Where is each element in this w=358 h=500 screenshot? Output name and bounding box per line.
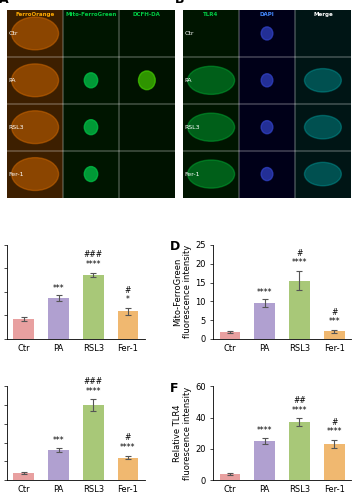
Bar <box>63 150 119 198</box>
Ellipse shape <box>11 64 59 96</box>
Ellipse shape <box>11 111 59 144</box>
Bar <box>48 298 69 339</box>
Circle shape <box>261 27 273 40</box>
Text: ****: **** <box>257 426 272 435</box>
Text: ##: ## <box>293 396 306 405</box>
Text: PA: PA <box>9 78 16 83</box>
Bar <box>7 57 63 104</box>
Text: *: * <box>126 295 130 304</box>
Bar <box>183 150 239 198</box>
Y-axis label: Relative TLR4
fluorescence intensity: Relative TLR4 fluorescence intensity <box>173 386 192 480</box>
Text: RSL3: RSL3 <box>9 124 24 130</box>
Bar <box>324 331 345 339</box>
Bar <box>63 104 119 150</box>
Text: #: # <box>125 286 131 294</box>
Bar <box>48 450 69 480</box>
Circle shape <box>261 168 273 180</box>
Ellipse shape <box>188 66 234 94</box>
Ellipse shape <box>11 17 59 50</box>
Text: A: A <box>0 0 8 6</box>
Bar <box>63 57 119 104</box>
Text: #: # <box>296 249 303 258</box>
Text: Fer-1: Fer-1 <box>9 172 24 176</box>
Text: ###: ### <box>84 250 103 260</box>
Y-axis label: Mito-FerroGreen
fluorescence intensity: Mito-FerroGreen fluorescence intensity <box>173 245 193 338</box>
Text: RSL3: RSL3 <box>185 124 200 130</box>
Circle shape <box>84 166 98 182</box>
Bar <box>295 104 351 150</box>
Text: Merge: Merge <box>313 12 333 17</box>
Text: ****: **** <box>292 258 307 268</box>
Text: DAPI: DAPI <box>260 12 274 17</box>
Text: ****: **** <box>326 428 342 436</box>
Text: ***: *** <box>53 436 64 446</box>
Text: ***: *** <box>328 317 340 326</box>
Bar <box>119 150 175 198</box>
Bar <box>119 10 175 57</box>
Text: D: D <box>169 240 180 254</box>
Bar <box>254 441 275 480</box>
Text: ###: ### <box>84 377 103 386</box>
Text: Ctr: Ctr <box>185 31 194 36</box>
Circle shape <box>261 120 273 134</box>
Bar <box>83 405 104 480</box>
Bar <box>7 10 63 57</box>
Text: ****: **** <box>86 386 101 396</box>
Circle shape <box>139 71 155 90</box>
Text: Fer-1: Fer-1 <box>185 172 200 176</box>
Ellipse shape <box>304 116 341 139</box>
Bar <box>63 10 119 57</box>
Bar <box>239 57 295 104</box>
Text: FerroOrange: FerroOrange <box>15 12 55 17</box>
Text: Mito-FerroGreen: Mito-FerroGreen <box>66 12 117 17</box>
Ellipse shape <box>188 160 234 188</box>
Bar <box>119 104 175 150</box>
Text: ***: *** <box>53 284 64 292</box>
Ellipse shape <box>188 113 234 141</box>
Bar <box>7 150 63 198</box>
Circle shape <box>261 74 273 87</box>
Bar <box>295 150 351 198</box>
Text: #: # <box>331 308 337 316</box>
Bar <box>239 104 295 150</box>
Text: #: # <box>331 418 337 427</box>
Text: #: # <box>125 434 131 442</box>
Bar <box>117 311 139 339</box>
Text: Ctr: Ctr <box>9 31 18 36</box>
Text: ****: **** <box>257 288 272 296</box>
Circle shape <box>84 120 98 134</box>
Bar <box>13 473 34 480</box>
Text: ****: **** <box>86 260 101 269</box>
Bar <box>239 10 295 57</box>
Text: TLR4: TLR4 <box>203 12 219 17</box>
Ellipse shape <box>304 162 341 186</box>
Text: ****: **** <box>292 406 307 414</box>
Text: PA: PA <box>185 78 192 83</box>
Bar <box>183 104 239 150</box>
Bar <box>7 104 63 150</box>
Bar <box>119 57 175 104</box>
Bar <box>289 422 310 480</box>
Ellipse shape <box>11 158 59 190</box>
Bar <box>117 458 139 480</box>
Text: ****: **** <box>120 443 136 452</box>
Bar <box>219 332 241 339</box>
Bar <box>83 275 104 339</box>
Bar <box>324 444 345 480</box>
Text: B: B <box>175 0 184 6</box>
Bar <box>254 303 275 339</box>
Bar <box>219 474 241 480</box>
Bar <box>289 280 310 339</box>
Circle shape <box>84 73 98 88</box>
Text: DCFH-DA: DCFH-DA <box>133 12 161 17</box>
Bar <box>239 150 295 198</box>
Bar <box>295 57 351 104</box>
Text: F: F <box>169 382 178 394</box>
Bar <box>13 319 34 339</box>
Bar <box>295 10 351 57</box>
Bar <box>183 57 239 104</box>
Bar <box>183 10 239 57</box>
Ellipse shape <box>304 68 341 92</box>
